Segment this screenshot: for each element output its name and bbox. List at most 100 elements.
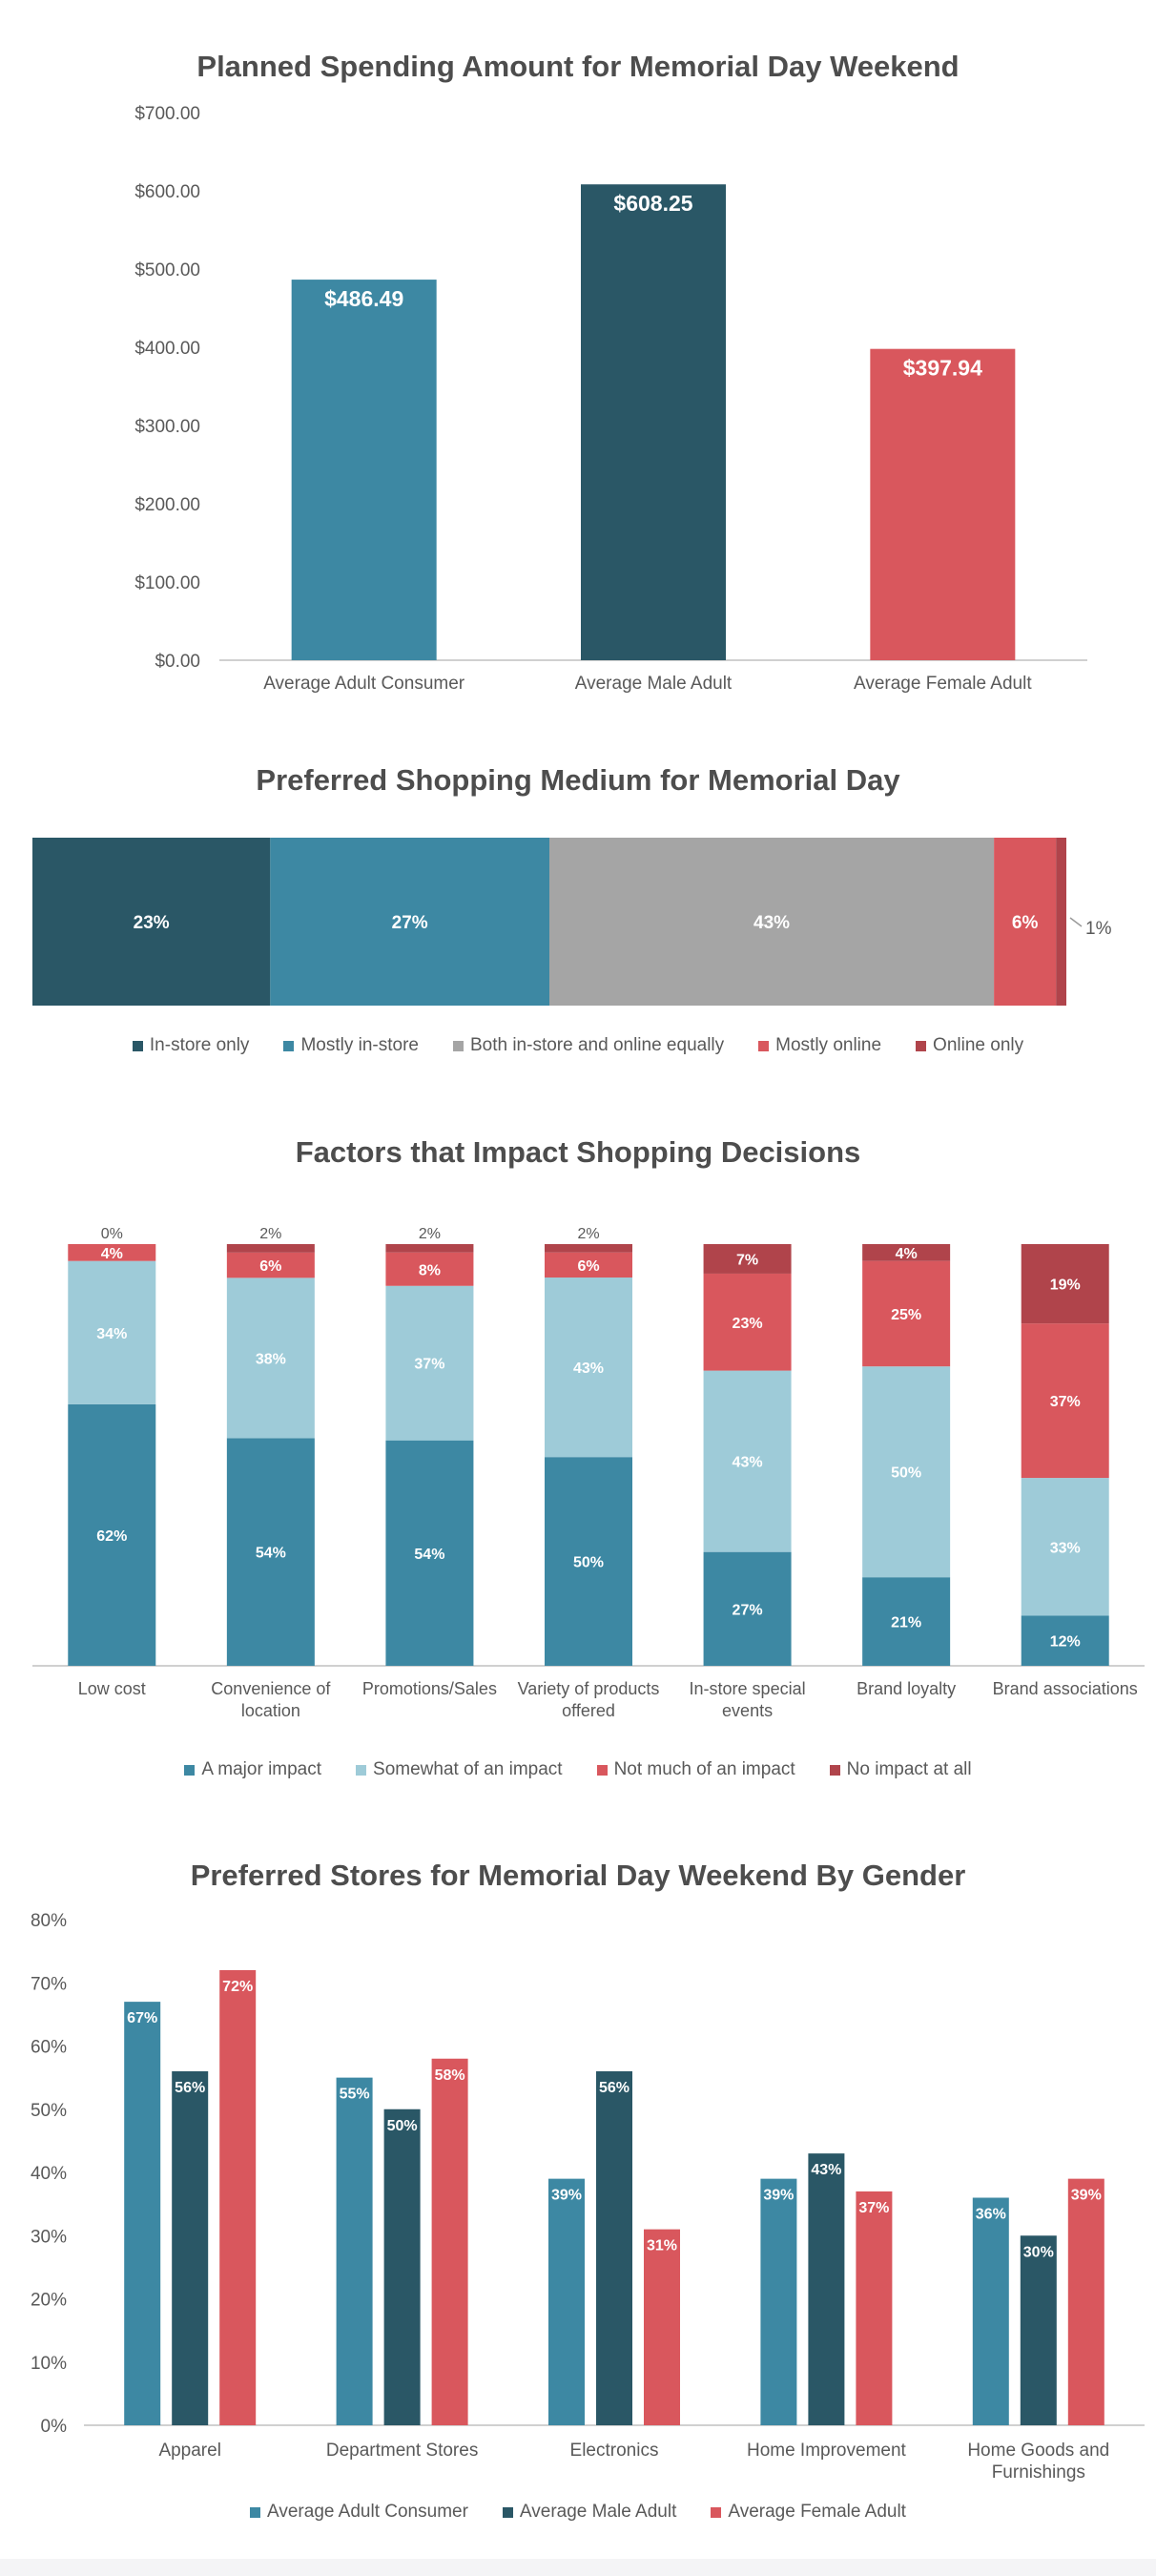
legend-label: In-store only (149, 1035, 250, 1055)
x-tick-label: Department Stores (326, 2441, 478, 2461)
data-label: 67% (127, 2010, 157, 2026)
bar-segment (862, 1244, 951, 1261)
bar-segment (270, 838, 549, 1006)
x-tick-label: Promotions/Sales (362, 1679, 497, 1698)
data-label: 39% (1071, 2188, 1102, 2204)
data-label: 56% (175, 2080, 205, 2096)
bar-segment (226, 1278, 315, 1439)
factors-plot: 62% 34% 4% 0% Low cost 54% 38% 6% 2% Convenience … (32, 1226, 1145, 1720)
legend-item: Average Female Adult (711, 2502, 906, 2523)
data-label: 7% (736, 1252, 758, 1268)
data-label: 50% (891, 1465, 921, 1482)
data-label: 56% (599, 2080, 630, 2096)
data-label: 6% (259, 1258, 281, 1275)
y-tick-label: $600.00 (134, 182, 200, 202)
data-label: 2% (259, 1226, 281, 1242)
data-label: 34% (96, 1326, 127, 1342)
legend-swatch (596, 1764, 608, 1776)
chart-title: Preferred Shopping Medium for Memorial D… (256, 763, 900, 797)
legend-item: No impact at all (829, 1759, 972, 1780)
bar (548, 2178, 585, 2425)
legend-label: Average Male Adult (519, 2502, 677, 2522)
bar (219, 1970, 257, 2425)
data-label: 39% (763, 2188, 794, 2204)
data-label: 38% (256, 1351, 286, 1367)
bar-segment (385, 1285, 474, 1441)
bar (124, 2002, 161, 2425)
data-label: 37% (414, 1357, 444, 1373)
y-tick-label: 30% (31, 2227, 67, 2247)
bar (644, 2229, 680, 2425)
x-tick-label: Average Female Adult (854, 674, 1032, 694)
data-label: 6% (1012, 913, 1039, 933)
x-tick-label: Brand loyalty (857, 1679, 956, 1698)
legend-item: Mostly online (758, 1035, 881, 1056)
legend-swatch (916, 1040, 927, 1051)
legend-item: Online only (916, 1035, 1023, 1056)
x-tick-label: offered (562, 1701, 615, 1720)
y-tick-label: 80% (31, 1911, 67, 1931)
x-tick-label: Home Goods and (967, 2441, 1109, 2461)
bar-segment (994, 838, 1057, 1006)
footer-bar (0, 2559, 1156, 2576)
bar (581, 184, 726, 661)
bar (808, 2153, 845, 2425)
bar-segment (1021, 1244, 1109, 1324)
bar-segment (1021, 1615, 1109, 1666)
legend-item: Average Adult Consumer (250, 2502, 468, 2523)
chart-title: Factors that Impact Shopping Decisions (295, 1135, 861, 1169)
data-label: 21% (891, 1615, 921, 1631)
bar-segment (32, 838, 271, 1006)
data-label: $608.25 (613, 191, 692, 216)
bar-segment (68, 1260, 156, 1404)
data-label: 36% (976, 2207, 1006, 2223)
legend-item: In-store only (132, 1035, 250, 1056)
bar-segment (703, 1273, 792, 1371)
data-label: 43% (753, 913, 790, 933)
bar-segment (862, 1366, 951, 1578)
data-label: 2% (577, 1226, 599, 1242)
stores-chart: Preferred Stores for Memorial Day Weeken… (0, 1813, 1156, 2559)
x-tick-label: Low cost (78, 1679, 146, 1698)
legend-swatch (283, 1040, 295, 1051)
bar-segment (545, 1244, 632, 1253)
bar-segment (385, 1440, 474, 1666)
legend-label: Online only (933, 1035, 1024, 1055)
data-label: 50% (387, 2118, 418, 2134)
bar-segment (545, 1252, 632, 1278)
chart-title: Planned Spending Amount for Memorial Day… (196, 50, 960, 83)
y-tick-label: 70% (31, 1974, 67, 1994)
bar-segment (68, 1403, 156, 1666)
spending-chart: Planned Spending Amount for Memorial Day… (0, 0, 1156, 725)
data-label: 50% (573, 1555, 604, 1571)
data-label: 39% (551, 2188, 582, 2204)
x-tick-label: Furnishings (992, 2462, 1085, 2483)
legend-label: Not much of an impact (613, 1759, 795, 1779)
legend-label: Average Female Adult (728, 2502, 906, 2522)
data-label: 27% (733, 1602, 763, 1618)
data-label: 62% (96, 1528, 127, 1545)
bar (596, 2071, 632, 2425)
legend-swatch (502, 2506, 513, 2518)
legend: In-store only Mostly in-store Both in-stor… (0, 1035, 1156, 1056)
data-label: 23% (134, 913, 170, 933)
y-tick-label: $300.00 (134, 417, 200, 437)
bar (172, 2071, 209, 2425)
legend-label: A major impact (201, 1759, 322, 1779)
y-tick-label: $0.00 (155, 652, 200, 672)
data-label: 8% (419, 1262, 441, 1278)
data-label: 37% (858, 2200, 889, 2216)
data-label: 4% (101, 1246, 123, 1262)
bar (760, 2178, 797, 2425)
x-tick-label: Average Male Adult (575, 674, 733, 694)
legend-label: Somewhat of an impact (373, 1759, 563, 1779)
bar-segment (545, 1278, 632, 1458)
x-tick-label: Average Adult Consumer (263, 674, 465, 694)
data-label: 23% (733, 1316, 763, 1332)
legend-label: Average Adult Consumer (267, 2502, 468, 2522)
legend-label: No impact at all (846, 1759, 972, 1779)
x-tick-label: location (241, 1701, 300, 1720)
x-tick-label: Apparel (158, 2441, 221, 2461)
y-tick-label: $200.00 (134, 495, 200, 515)
legend-swatch (132, 1040, 143, 1051)
